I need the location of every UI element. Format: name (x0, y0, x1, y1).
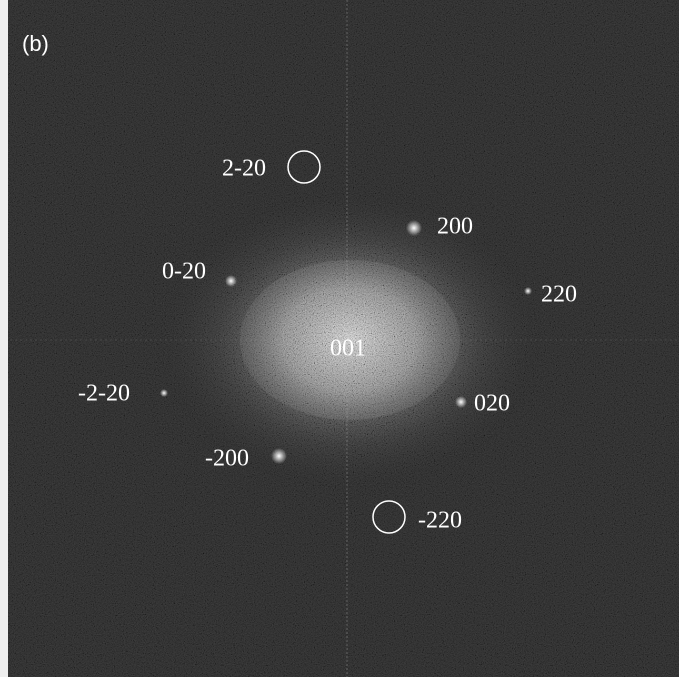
spot-label: 020 (474, 391, 510, 417)
center-label: 001 (330, 336, 366, 362)
left-border (0, 0, 8, 677)
central-glow-core (240, 260, 460, 420)
spot-circle (372, 500, 406, 534)
spots (160, 220, 532, 464)
spot (524, 287, 532, 295)
spot-label: 220 (541, 282, 577, 308)
spot (406, 220, 422, 236)
spot-circle (287, 150, 321, 184)
spot-label: -220 (418, 508, 462, 534)
spot (225, 275, 237, 287)
spot (455, 396, 467, 408)
spot-label: 2-20 (222, 156, 266, 182)
spot (160, 389, 168, 397)
spot-label: -2-20 (78, 381, 130, 407)
spot-label: -200 (205, 446, 249, 472)
spot-label: 200 (437, 214, 473, 240)
spot-label: 0-20 (162, 259, 206, 285)
spot (271, 448, 287, 464)
panel-label: (b) (22, 31, 49, 56)
